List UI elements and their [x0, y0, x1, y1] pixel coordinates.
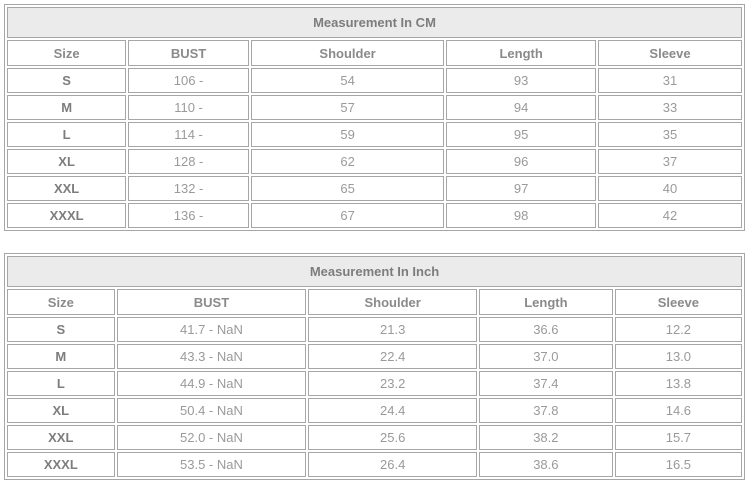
value-cell: 22.4: [308, 344, 477, 369]
value-cell: 59: [250, 122, 445, 147]
size-cell: XXL: [7, 176, 127, 201]
value-cell: 52.0 - NaN: [116, 425, 307, 450]
value-cell: 65: [250, 176, 445, 201]
size-cell: XXXL: [7, 452, 115, 477]
table-row: S 106 -54 93 31: [7, 68, 742, 93]
table-row: XXL 132 -65 97 40: [7, 176, 742, 201]
value-cell: 106 -: [128, 68, 249, 93]
table-title: Measurement In Inch: [7, 256, 742, 287]
value-cell: 136 -: [128, 203, 249, 228]
value-cell: 37.0: [478, 344, 613, 369]
table-title-row: Measurement In CM: [7, 7, 742, 38]
size-cell: XL: [7, 398, 115, 423]
value-cell: 23.2: [308, 371, 477, 396]
value-cell: 50.4 - NaN: [116, 398, 307, 423]
column-header-size: Size: [7, 289, 115, 315]
value-cell: 24.4: [308, 398, 477, 423]
column-header-bust: BUST: [116, 289, 307, 315]
value-cell: 40: [598, 176, 742, 201]
value-cell: 93: [446, 68, 597, 93]
value-cell: 42: [598, 203, 742, 228]
value-cell: 26.4: [308, 452, 477, 477]
value-cell: 38.2: [478, 425, 613, 450]
value-cell: 16.5: [614, 452, 742, 477]
table-row: XXL 52.0 - NaN 25.6 38.2 15.7: [7, 425, 742, 450]
value-cell: 37.4: [478, 371, 613, 396]
measurement-table-cm: Measurement In CM Size BUST Shoulder Length…: [4, 4, 745, 231]
column-header-bust: BUST: [128, 40, 249, 66]
value-cell: 128 -: [128, 149, 249, 174]
column-header-size: Size: [7, 40, 127, 66]
value-cell: 15.7: [614, 425, 742, 450]
value-cell: 114 -: [128, 122, 249, 147]
value-cell: 62: [250, 149, 445, 174]
table-title-row: Measurement In Inch: [7, 256, 742, 287]
table-row: M 110 -57 94 33: [7, 95, 742, 120]
column-header-shoulder: Shoulder: [308, 289, 477, 315]
size-cell: L: [7, 371, 115, 396]
value-cell: 13.0: [614, 344, 742, 369]
size-cell: M: [7, 344, 115, 369]
column-header-length: Length: [478, 289, 613, 315]
value-cell: 96: [446, 149, 597, 174]
column-header-sleeve: Sleeve: [598, 40, 742, 66]
table-row: XXXL 53.5 - NaN 26.4 38.6 16.5: [7, 452, 742, 477]
value-cell: 54: [250, 68, 445, 93]
value-cell: 33: [598, 95, 742, 120]
size-cell: M: [7, 95, 127, 120]
table-row: XXXL 136 -67 98 42: [7, 203, 742, 228]
value-cell: 25.6: [308, 425, 477, 450]
size-cell: XL: [7, 149, 127, 174]
value-cell: 21.3: [308, 317, 477, 342]
table-row: L 114 -59 95 35: [7, 122, 742, 147]
value-cell: 44.9 - NaN: [116, 371, 307, 396]
value-cell: 31: [598, 68, 742, 93]
value-cell: 12.2: [614, 317, 742, 342]
table-title: Measurement In CM: [7, 7, 742, 38]
value-cell: 110 -: [128, 95, 249, 120]
measurement-table-inch: Measurement In Inch Size BUST Shoulder Leng…: [4, 253, 745, 480]
table-row: S 41.7 - NaN 21.3 36.6 12.2: [7, 317, 742, 342]
table-row: L 44.9 - NaN 23.2 37.4 13.8: [7, 371, 742, 396]
value-cell: 13.8: [614, 371, 742, 396]
value-cell: 41.7 - NaN: [116, 317, 307, 342]
table-row: XL 50.4 - NaN 24.4 37.8 14.6: [7, 398, 742, 423]
value-cell: 95: [446, 122, 597, 147]
value-cell: 37: [598, 149, 742, 174]
table-row: M 43.3 - NaN 22.4 37.0 13.0: [7, 344, 742, 369]
value-cell: 35: [598, 122, 742, 147]
size-cell: XXXL: [7, 203, 127, 228]
column-header-sleeve: Sleeve: [614, 289, 742, 315]
value-cell: 94: [446, 95, 597, 120]
size-cell: S: [7, 68, 127, 93]
value-cell: 53.5 - NaN: [116, 452, 307, 477]
value-cell: 14.6: [614, 398, 742, 423]
size-cell: L: [7, 122, 127, 147]
value-cell: 36.6: [478, 317, 613, 342]
size-cell: S: [7, 317, 115, 342]
column-header-row: Size BUST Shoulder Length Sleeve: [7, 289, 742, 315]
column-header-length: Length: [446, 40, 597, 66]
column-header-shoulder: Shoulder: [250, 40, 445, 66]
value-cell: 57: [250, 95, 445, 120]
size-cell: XXL: [7, 425, 115, 450]
value-cell: 132 -: [128, 176, 249, 201]
value-cell: 67: [250, 203, 445, 228]
table-row: XL 128 -62 96 37: [7, 149, 742, 174]
value-cell: 37.8: [478, 398, 613, 423]
value-cell: 98: [446, 203, 597, 228]
column-header-row: Size BUST Shoulder Length Sleeve: [7, 40, 742, 66]
value-cell: 38.6: [478, 452, 613, 477]
value-cell: 43.3 - NaN: [116, 344, 307, 369]
value-cell: 97: [446, 176, 597, 201]
